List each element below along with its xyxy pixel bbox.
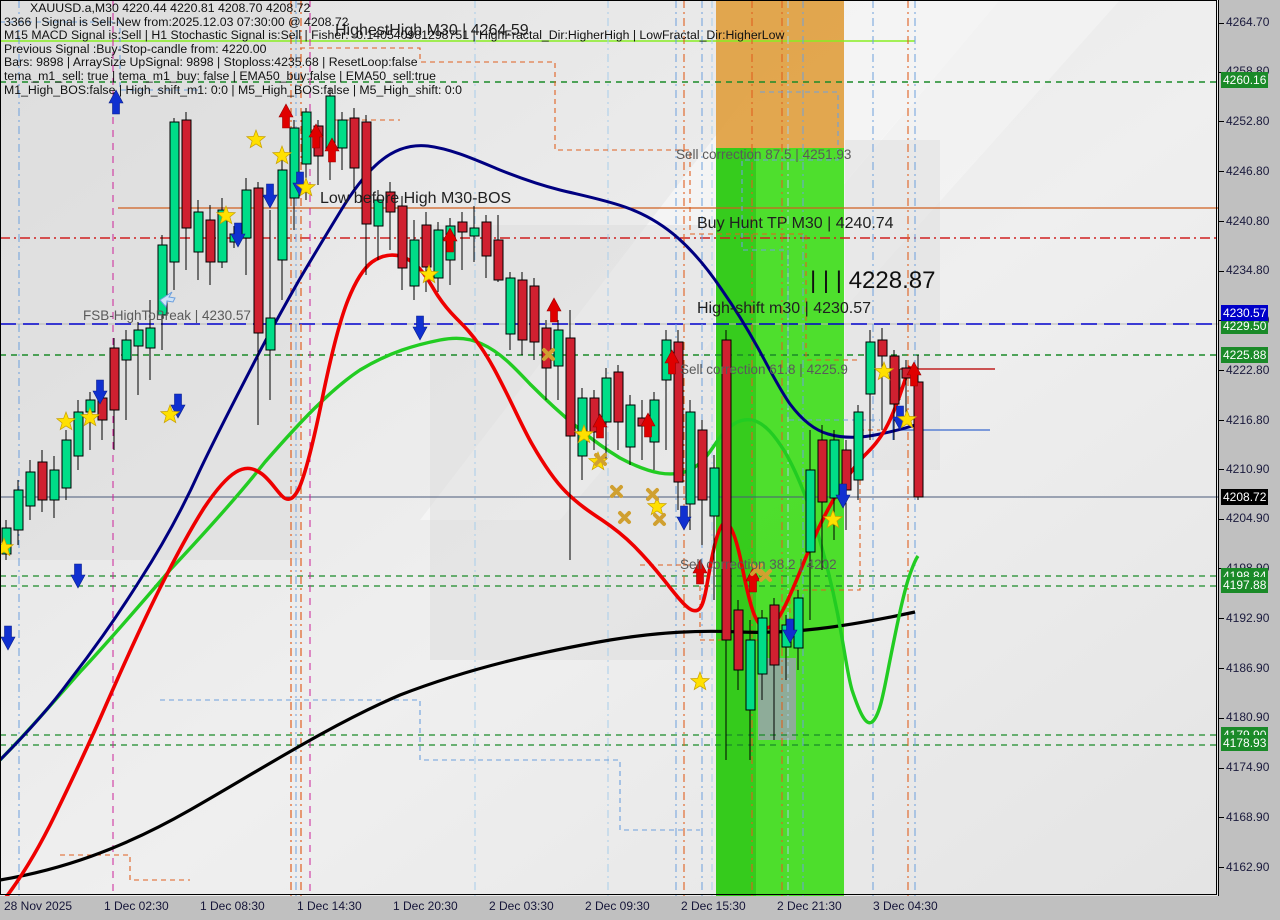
label-sell-correction-875: Sell correction 87.5 | 4251.93 — [676, 147, 852, 162]
time-scale[interactable]: 28 Nov 2025 1 Dec 02:30 1 Dec 08:30 1 Dec 1… — [0, 896, 1280, 920]
price-tick: 4180.90 — [1219, 710, 1269, 724]
header-line-signal: 3366 | Signal is Sell-New from:2025.12.0… — [4, 14, 349, 29]
price-tick: 4168.90 — [1219, 810, 1269, 824]
price-tick: 4186.90 — [1219, 661, 1269, 675]
header-line-tema: tema_m1_sell: true | tema_m1_buy: false … — [4, 68, 436, 83]
header-line-symbol: XAUUSD.a,M30 4220.44 4220.81 4208.70 420… — [30, 1, 311, 15]
price-tick: 4174.90 — [1219, 760, 1269, 774]
header-line-macd: M15 MACD Signal is:Sell | H1 Stochastic … — [4, 28, 785, 43]
price-tick: 4234.80 — [1219, 263, 1269, 277]
time-tick: 2 Dec 03:30 — [489, 899, 554, 913]
grey-shade-left — [0, 0, 300, 560]
label-spread-price: | | | 4228.87 — [810, 267, 936, 294]
time-tick: 1 Dec 08:30 — [200, 899, 265, 913]
chart-canvas — [0, 0, 1218, 896]
price-tick: 4216.80 — [1219, 413, 1269, 427]
label-highest-high: HighestHigh M30 | 4264.59 — [335, 22, 529, 39]
signal-markers — [0, 89, 922, 691]
price-marker-green: 4229.50 — [1221, 318, 1269, 334]
price-tick: 4204.90 — [1219, 511, 1269, 525]
header-line-bos: M1_High_BOS:false | High_shift_m1: 0:0 |… — [4, 82, 462, 97]
price-tick: 4240.80 — [1219, 214, 1269, 228]
time-tick: 3 Dec 04:30 — [873, 899, 938, 913]
price-tick: 4246.80 — [1219, 164, 1269, 178]
ema200-line — [0, 610, 916, 882]
label-high-shift-m30: High-shift m30 | 4230.57 — [697, 300, 872, 317]
time-tick: 2 Dec 09:30 — [585, 899, 650, 913]
chart-plot-area[interactable]: MARKET24TRADE — [0, 0, 1218, 896]
hollow-arrow-icon — [159, 291, 176, 309]
grey-shade-mid — [430, 225, 715, 660]
time-tick: 28 Nov 2025 — [4, 899, 73, 913]
time-tick: 2 Dec 15:30 — [681, 899, 746, 913]
price-marker-green: 4260.16 — [1221, 72, 1269, 88]
price-marker-green: 4225.88 — [1221, 347, 1269, 363]
price-tick: 4210.90 — [1219, 462, 1269, 476]
candlestick-series — [1, 88, 924, 760]
header-line-bars: Bars: 9898 | ArraySize UpSignal: 9898 | … — [4, 55, 418, 70]
price-tick: 4252.80 — [1219, 114, 1269, 128]
time-tick: 1 Dec 14:30 — [297, 899, 362, 913]
label-fsb-high-to-break: FSB-HighToBreak | 4230.57 — [83, 308, 251, 323]
label-buy-hunt-tp: Buy Hunt TP M30 | 4240.74 — [697, 215, 894, 232]
chart-info-header: XAUUSD.a,M30 4220.44 4220.81 4208.70 420… — [4, 1, 785, 97]
header-line-previous: Previous Signal :Buy-Stop-candle from: 4… — [4, 41, 267, 56]
label-sell-correction-618: Sell correction 61.8 | 4225.9 — [680, 362, 848, 377]
orange-zone — [716, 0, 844, 150]
time-tick: 2 Dec 21:30 — [777, 899, 842, 913]
price-tick: 4264.70 — [1219, 15, 1269, 29]
fractal-bands-blue — [0, 21, 880, 831]
price-scale[interactable]: 4264.704258.804252.804246.804240.804234.… — [1218, 0, 1280, 896]
label-low-before-high: Low before High M30-BOS — [320, 190, 512, 207]
price-marker-black: 4208.72 — [1221, 489, 1269, 505]
price-marker-blue: 4230.57 — [1221, 305, 1269, 321]
price-marker-green: 4178.93 — [1221, 735, 1269, 751]
price-marker-green: 4197.88 — [1221, 577, 1269, 593]
time-tick: 1 Dec 02:30 — [104, 899, 169, 913]
label-sell-correction-382: Sell correction 38.2 | 4202 — [680, 557, 837, 572]
price-tick: 4162.90 — [1219, 860, 1269, 874]
price-tick: 4222.80 — [1219, 363, 1269, 377]
time-tick: 1 Dec 20:30 — [393, 899, 458, 913]
ema-mid-blue — [0, 144, 916, 762]
price-tick: 4192.90 — [1219, 611, 1269, 625]
